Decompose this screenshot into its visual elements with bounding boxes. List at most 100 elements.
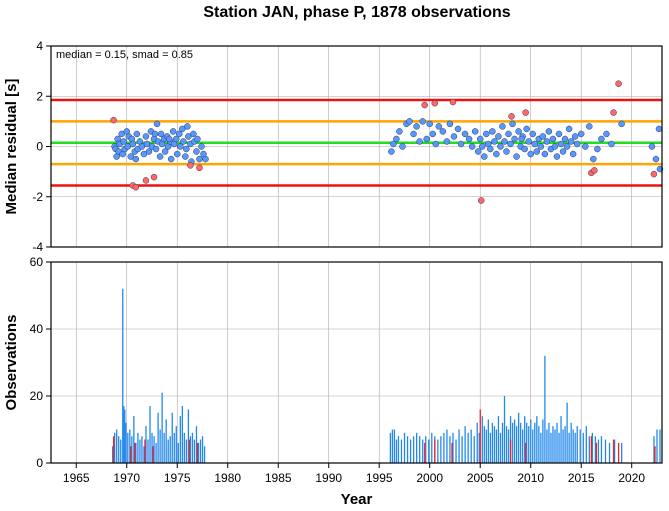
residual-point (196, 164, 203, 172)
residual-point (515, 128, 522, 135)
observation-bar (503, 396, 506, 463)
observation-bar (151, 432, 153, 463)
observation-bar (588, 436, 590, 463)
residual-point (610, 109, 617, 116)
observation-bar (127, 432, 129, 463)
residual-point (481, 153, 488, 160)
observation-bar (134, 442, 136, 463)
observation-bar (169, 436, 171, 463)
residual-point (551, 143, 559, 150)
observation-bar (653, 436, 655, 463)
residual-point (196, 155, 203, 163)
residual-point (465, 135, 473, 143)
residual-point (489, 128, 496, 135)
observation-bar (143, 446, 145, 463)
observation-bar (612, 439, 615, 463)
observation-bar (550, 432, 552, 463)
year-x-tick-label: 1990 (315, 471, 342, 485)
residual-point (618, 120, 625, 128)
residual-point (476, 135, 484, 143)
observation-bar (570, 422, 572, 463)
observation-bar (546, 429, 548, 463)
observation-bar (191, 432, 194, 463)
observation-bar (428, 439, 430, 463)
observation-bar (479, 409, 481, 463)
observation-bar (118, 436, 120, 463)
observation-bar (522, 429, 524, 463)
observation-bar (133, 416, 135, 463)
residual-point (497, 143, 504, 150)
observation-bar (193, 439, 196, 463)
residual-point (598, 135, 605, 143)
residual-point (187, 162, 194, 169)
residual-point (110, 116, 117, 124)
residual-point (555, 130, 563, 138)
observation-bar (568, 432, 570, 463)
observations-y-axis-label: Observations (3, 315, 20, 411)
residual-point (483, 130, 490, 138)
residual-point (393, 135, 400, 143)
residual-point (129, 140, 137, 148)
observation-bar (187, 409, 190, 463)
observation-bar (391, 429, 394, 463)
observation-bar (424, 442, 426, 463)
observation-bar (431, 432, 433, 463)
residual-point (491, 138, 498, 145)
residual-point (509, 120, 516, 128)
residual-point (423, 135, 430, 143)
residual-point (487, 145, 494, 153)
residual-point (590, 155, 597, 163)
observation-bar (600, 436, 603, 463)
observation-bar (499, 432, 502, 463)
residual-point (120, 138, 127, 145)
observation-bar (470, 429, 472, 463)
residual-point (388, 148, 395, 155)
residual-point (161, 148, 169, 155)
residual-point (477, 197, 485, 204)
observation-bar (491, 422, 494, 463)
observation-bar (422, 439, 424, 463)
chart-title: Station JAN, phase P, 1878 observations (203, 4, 510, 21)
residual-point (523, 125, 530, 133)
observation-bar (130, 446, 132, 463)
residual-point (153, 120, 161, 128)
observations-panel: 0 20 40 60 1965 1970 1975 1980 1985 1990 1995 2000… (3, 255, 663, 508)
observation-bar (517, 412, 520, 463)
residual-point (478, 143, 486, 150)
observation-bar (501, 422, 504, 463)
observation-bar (153, 436, 155, 463)
observation-bar (155, 442, 157, 463)
residual-reference-lines (51, 98, 662, 187)
residual-point (132, 155, 140, 163)
residual-point (468, 143, 476, 150)
residual-point (525, 138, 532, 145)
observation-bar (579, 429, 581, 463)
residual-point (529, 130, 536, 138)
observation-bar (165, 419, 167, 463)
observation-bar (183, 432, 186, 463)
observation-bar (564, 426, 566, 463)
observation-bar (591, 432, 594, 463)
observation-bar (389, 432, 392, 463)
observation-bar (495, 429, 498, 463)
residual-point (518, 135, 525, 143)
residual-point (176, 130, 183, 138)
observations-y-ticks: 0 20 40 60 (30, 255, 51, 470)
observation-bar (123, 406, 125, 463)
observation-bar (478, 432, 480, 463)
residual-point (499, 123, 506, 130)
residual-point (559, 148, 567, 155)
observation-bar (177, 442, 179, 463)
observation-bar (116, 429, 118, 463)
residual-point (545, 128, 553, 135)
residual-point (603, 130, 610, 138)
observation-bar (554, 429, 556, 463)
observation-bar (476, 422, 478, 463)
stats-annotation: median = 0.15, smad = 0.85 (56, 49, 193, 61)
observation-bar (113, 436, 115, 463)
residual-point (396, 128, 403, 135)
year-x-ticks: 1965 1970 1975 1980 1985 1990 1995 2000 2005 2010… (63, 463, 645, 485)
residual-point (426, 120, 433, 128)
residual-y-tick-label: 0 (36, 140, 43, 154)
observation-bar (415, 432, 418, 463)
